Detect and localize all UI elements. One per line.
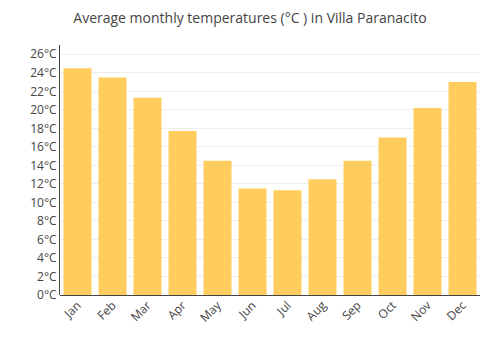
svg-text:Oct: Oct xyxy=(374,297,400,323)
svg-text:Jun: Jun xyxy=(234,297,259,322)
svg-text:18°C: 18°C xyxy=(30,120,57,137)
svg-text:May: May xyxy=(196,296,225,325)
svg-text:14°C: 14°C xyxy=(30,157,57,174)
svg-text:Apr: Apr xyxy=(164,297,190,323)
svg-text:Jan: Jan xyxy=(60,297,85,322)
svg-text:Average monthly temperatures (: Average monthly temperatures (°C ) in Vi… xyxy=(73,8,426,27)
svg-text:Nov: Nov xyxy=(407,297,435,325)
svg-text:20°C: 20°C xyxy=(30,101,57,118)
svg-text:0°C: 0°C xyxy=(37,286,57,303)
svg-text:Mar: Mar xyxy=(127,297,155,325)
svg-text:22°C: 22°C xyxy=(30,83,57,100)
svg-text:12°C: 12°C xyxy=(30,175,57,192)
svg-text:16°C: 16°C xyxy=(30,138,57,155)
svg-text:Feb: Feb xyxy=(93,297,119,323)
svg-text:8°C: 8°C xyxy=(37,212,57,229)
svg-text:Dec: Dec xyxy=(443,297,470,324)
svg-text:4°C: 4°C xyxy=(37,249,57,266)
svg-text:10°C: 10°C xyxy=(30,194,57,211)
svg-text:2°C: 2°C xyxy=(37,268,57,285)
svg-text:6°C: 6°C xyxy=(37,231,57,248)
svg-text:Jul: Jul xyxy=(272,297,294,319)
svg-text:26°C: 26°C xyxy=(30,45,57,62)
svg-text:Sep: Sep xyxy=(338,297,365,324)
svg-text:24°C: 24°C xyxy=(30,64,57,81)
svg-text:Aug: Aug xyxy=(302,297,330,325)
